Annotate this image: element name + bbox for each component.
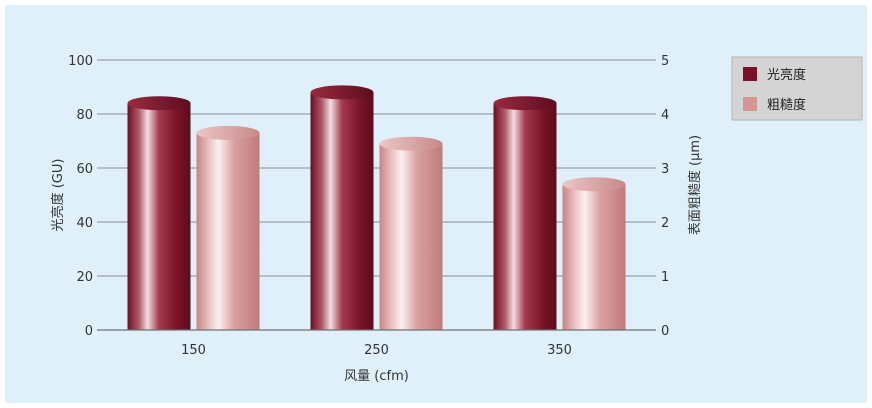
- bar-body: [310, 92, 374, 331]
- bar-cap: [127, 96, 191, 111]
- y2-tick-label: 0: [661, 324, 669, 339]
- y-tick-label: 60: [76, 162, 93, 177]
- y2-tick-label: 2: [661, 216, 669, 231]
- bar-body: [127, 103, 191, 330]
- y-tick-label: 100: [68, 54, 93, 69]
- x-tick-label: 350: [547, 343, 572, 358]
- bar-gloss-350: [493, 96, 557, 330]
- y2-tick-label: 3: [661, 162, 669, 177]
- bar-roughness-250: [379, 136, 443, 330]
- x-tick-label: 250: [364, 343, 389, 358]
- y2-axis-title: 表面粗糙度 (μm): [687, 135, 703, 235]
- y2-tick-label: 1: [661, 270, 669, 285]
- bar-gloss-250: [310, 85, 374, 331]
- x-tick-label: 150: [181, 343, 206, 358]
- bar-cap: [196, 125, 260, 140]
- bar-body: [196, 132, 260, 330]
- bar-cap: [493, 96, 557, 111]
- legend-label: 光亮度: [767, 67, 806, 83]
- y-tick-label: 0: [85, 324, 93, 339]
- bar-body: [379, 143, 443, 330]
- legend-label: 粗糙度: [767, 97, 806, 113]
- bar-roughness-150: [196, 125, 260, 330]
- bar-chart: 0 0 20 1 40 2 60 3 80 4 100 5 150 250 350 风量 (cfm) 光亮度 (…: [50, 54, 863, 384]
- y2-tick-label: 5: [661, 54, 669, 69]
- y-tick-label: 20: [76, 270, 93, 285]
- y-axis-title: 光亮度 (GU): [50, 159, 66, 232]
- bar-cap: [310, 85, 374, 100]
- y-tick-label: 80: [76, 108, 93, 123]
- bar-cap: [379, 136, 443, 151]
- bar-cap: [562, 177, 626, 192]
- legend-swatch: [743, 97, 757, 111]
- y-tick-label: 40: [76, 216, 93, 231]
- bar-body: [562, 184, 626, 330]
- legend-swatch: [743, 67, 757, 81]
- bar-body: [493, 103, 557, 330]
- x-axis-title: 风量 (cfm): [344, 369, 409, 384]
- y2-tick-label: 4: [661, 108, 669, 123]
- bar-roughness-350: [562, 177, 626, 330]
- chart-container: 0 0 20 1 40 2 60 3 80 4 100 5 150 250 350 风量 (cfm) 光亮度 (…: [5, 5, 867, 403]
- bar-gloss-150: [127, 96, 191, 330]
